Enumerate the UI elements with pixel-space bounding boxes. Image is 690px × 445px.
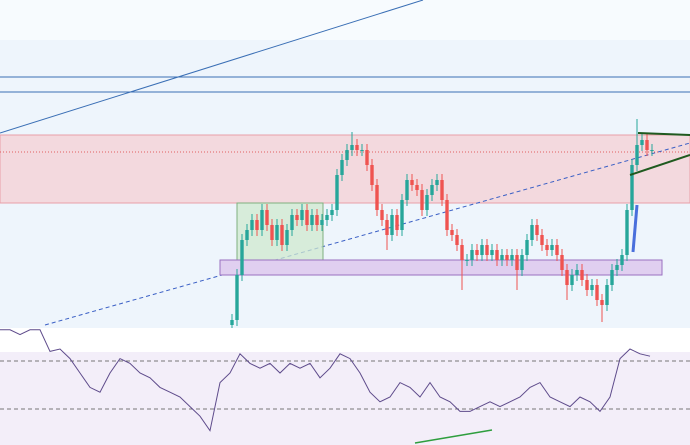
candle-body bbox=[260, 210, 264, 230]
candle-body bbox=[425, 195, 429, 210]
candle-body bbox=[600, 300, 604, 305]
candle-body bbox=[240, 240, 244, 275]
candle-body bbox=[275, 225, 279, 240]
candle-body bbox=[350, 145, 354, 150]
candle-body bbox=[625, 210, 629, 255]
candle-body bbox=[400, 200, 404, 230]
candle-body bbox=[500, 255, 504, 260]
candle-body bbox=[635, 145, 639, 165]
candle-body bbox=[435, 180, 439, 185]
candle-body bbox=[440, 180, 444, 200]
pattern-line bbox=[629, 154, 690, 176]
pane-top bbox=[0, 0, 690, 40]
candle-body bbox=[245, 230, 249, 240]
candle-body bbox=[415, 185, 419, 190]
candle-body bbox=[510, 255, 514, 260]
candle-body bbox=[280, 225, 284, 245]
candle-body bbox=[235, 275, 239, 320]
candle-body bbox=[450, 230, 454, 235]
candle-body bbox=[305, 210, 309, 225]
candle-body bbox=[520, 255, 524, 270]
candle-body bbox=[230, 320, 234, 325]
candles bbox=[230, 119, 654, 328]
candle-body bbox=[285, 230, 289, 245]
candle-body bbox=[495, 250, 499, 260]
candle-body bbox=[375, 185, 379, 210]
candle-body bbox=[340, 160, 344, 175]
candle-body bbox=[420, 190, 424, 210]
candle-body bbox=[535, 225, 539, 235]
candle-body bbox=[390, 215, 394, 235]
pattern-line bbox=[637, 132, 690, 136]
candle-body bbox=[370, 165, 374, 185]
candle-body bbox=[615, 265, 619, 270]
candle-body bbox=[265, 210, 269, 225]
candle-body bbox=[530, 225, 534, 240]
candle-body bbox=[465, 260, 469, 261]
candle-body bbox=[255, 220, 259, 230]
candle-body bbox=[555, 245, 559, 255]
candle-body bbox=[610, 270, 614, 285]
resistance-zone bbox=[0, 134, 690, 204]
candle-body bbox=[605, 285, 609, 305]
candle-body bbox=[330, 210, 334, 215]
candle-body bbox=[410, 180, 414, 185]
candle-body bbox=[345, 150, 349, 160]
candle-body bbox=[540, 235, 544, 245]
candle-body bbox=[445, 200, 449, 230]
rsi-band bbox=[0, 352, 690, 445]
candle-body bbox=[470, 250, 474, 260]
candle-body bbox=[490, 250, 494, 255]
candle-body bbox=[590, 285, 594, 290]
candle-body bbox=[515, 255, 519, 270]
trend-line bbox=[0, 0, 424, 134]
candle-body bbox=[620, 255, 624, 265]
candle-body bbox=[315, 215, 319, 225]
support-zone bbox=[219, 259, 663, 276]
projection-line bbox=[631, 204, 639, 253]
candle-body bbox=[295, 215, 299, 220]
candle-body bbox=[385, 220, 389, 235]
candle-body bbox=[460, 245, 464, 260]
candle-body bbox=[570, 275, 574, 285]
candle-body bbox=[380, 210, 384, 220]
candle-body bbox=[270, 225, 274, 240]
candle-body bbox=[250, 220, 254, 230]
candle-body bbox=[335, 175, 339, 210]
candle-body bbox=[650, 150, 654, 151]
candle-body bbox=[550, 245, 554, 250]
candle-body bbox=[505, 255, 509, 260]
candle-body bbox=[480, 245, 484, 255]
rsi-line bbox=[0, 329, 651, 432]
candle-body bbox=[310, 215, 314, 225]
candle-body bbox=[395, 215, 399, 230]
candle-body bbox=[645, 140, 649, 150]
candle-body bbox=[455, 235, 459, 245]
candle-body bbox=[630, 165, 634, 210]
candle-body bbox=[580, 270, 584, 280]
candle-body bbox=[430, 185, 434, 195]
candle-body bbox=[525, 240, 529, 255]
candle-body bbox=[560, 255, 564, 270]
candle-body bbox=[475, 250, 479, 255]
rsi bbox=[0, 329, 690, 432]
rsi-trend-line bbox=[414, 429, 493, 444]
candle-body bbox=[355, 145, 359, 150]
candle-body bbox=[595, 285, 599, 300]
candle-body bbox=[405, 180, 409, 200]
candle-body bbox=[485, 245, 489, 255]
candle-body bbox=[360, 150, 364, 151]
candle-body bbox=[300, 210, 304, 220]
candle-body bbox=[640, 140, 644, 145]
candle-body bbox=[545, 245, 549, 250]
candle-body bbox=[325, 215, 329, 220]
candle-body bbox=[575, 270, 579, 275]
candle-body bbox=[565, 270, 569, 285]
candle-body bbox=[290, 215, 294, 230]
candle-body bbox=[365, 150, 369, 165]
candle-body bbox=[320, 220, 324, 225]
candle-body bbox=[585, 280, 589, 290]
